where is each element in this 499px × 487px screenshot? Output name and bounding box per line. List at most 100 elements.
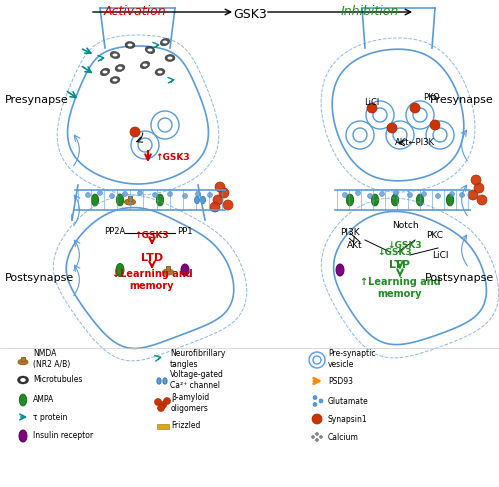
Circle shape	[313, 395, 317, 399]
Ellipse shape	[391, 194, 399, 206]
Text: NMDA
(NR2 A/B): NMDA (NR2 A/B)	[33, 349, 70, 369]
Text: ↓GSK3: ↓GSK3	[378, 248, 412, 257]
Circle shape	[367, 193, 372, 199]
Circle shape	[208, 192, 213, 198]
Ellipse shape	[371, 194, 379, 206]
Circle shape	[213, 195, 223, 205]
Circle shape	[387, 123, 397, 133]
Circle shape	[410, 103, 420, 113]
Circle shape	[355, 190, 360, 195]
Text: LTP: LTP	[390, 260, 411, 270]
Ellipse shape	[346, 194, 354, 206]
Circle shape	[223, 200, 233, 210]
Text: PI3K: PI3K	[340, 228, 360, 237]
Ellipse shape	[163, 269, 174, 275]
Ellipse shape	[160, 38, 170, 46]
Bar	[21, 356, 24, 361]
Text: ↑GSK3: ↑GSK3	[155, 152, 190, 162]
Text: AKt←PI3K: AKt←PI3K	[395, 138, 435, 147]
Circle shape	[436, 193, 441, 199]
Text: Glutamate: Glutamate	[328, 396, 369, 406]
Bar	[166, 266, 170, 271]
Text: Neurofibrillary
tangles: Neurofibrillary tangles	[170, 349, 226, 369]
Circle shape	[122, 191, 128, 196]
Circle shape	[153, 192, 158, 198]
Circle shape	[422, 191, 427, 196]
Polygon shape	[67, 46, 209, 184]
Circle shape	[471, 175, 481, 185]
Ellipse shape	[156, 194, 164, 206]
Ellipse shape	[155, 68, 165, 76]
Text: Inhibition: Inhibition	[341, 5, 399, 18]
Text: LiCl: LiCl	[432, 251, 448, 260]
Circle shape	[315, 438, 318, 442]
Circle shape	[311, 435, 314, 438]
Circle shape	[196, 191, 201, 196]
Circle shape	[97, 190, 102, 195]
Ellipse shape	[168, 56, 173, 59]
Circle shape	[168, 191, 173, 196]
Text: β-amyloid
oligomers: β-amyloid oligomers	[171, 393, 209, 412]
Ellipse shape	[157, 378, 161, 384]
Polygon shape	[66, 207, 234, 348]
Text: PKO: PKO	[424, 93, 441, 102]
Circle shape	[219, 188, 229, 198]
Ellipse shape	[110, 51, 120, 59]
Ellipse shape	[115, 64, 125, 72]
Ellipse shape	[18, 359, 28, 365]
Text: Microtubules: Microtubules	[33, 375, 82, 385]
Ellipse shape	[102, 71, 107, 74]
Text: PP1: PP1	[177, 227, 193, 237]
Text: ↓Learning and
memory: ↓Learning and memory	[112, 269, 193, 291]
Text: Pre-synaptic
vesicle: Pre-synaptic vesicle	[328, 349, 376, 369]
Circle shape	[450, 191, 455, 196]
Circle shape	[319, 435, 322, 438]
Circle shape	[408, 192, 413, 198]
Text: AKt: AKt	[347, 241, 363, 250]
Text: Presynapse: Presynapse	[430, 95, 494, 105]
Text: GSK3: GSK3	[233, 8, 267, 21]
Text: PP2A: PP2A	[104, 227, 126, 237]
Circle shape	[460, 192, 465, 198]
Circle shape	[85, 192, 90, 198]
Ellipse shape	[91, 194, 99, 206]
Text: Presynapse: Presynapse	[5, 95, 69, 105]
Text: PKC: PKC	[427, 231, 444, 240]
Ellipse shape	[201, 196, 206, 204]
Polygon shape	[334, 211, 487, 345]
Text: Notch: Notch	[392, 221, 418, 230]
Ellipse shape	[20, 378, 26, 382]
Text: Activation: Activation	[104, 5, 166, 18]
Ellipse shape	[165, 54, 175, 62]
Circle shape	[394, 190, 399, 195]
Ellipse shape	[17, 376, 28, 384]
Ellipse shape	[112, 78, 117, 81]
Ellipse shape	[148, 49, 153, 52]
Ellipse shape	[19, 430, 27, 442]
Text: ↓GSK3: ↓GSK3	[388, 241, 422, 250]
Text: Calcium: Calcium	[328, 432, 359, 442]
Ellipse shape	[447, 194, 454, 206]
Ellipse shape	[116, 194, 124, 206]
Circle shape	[138, 190, 143, 195]
Text: Postsynapse: Postsynapse	[425, 273, 494, 283]
Circle shape	[430, 120, 440, 130]
Ellipse shape	[158, 71, 163, 74]
Text: LiCl: LiCl	[364, 98, 380, 107]
Circle shape	[315, 432, 318, 435]
Circle shape	[313, 402, 317, 407]
Ellipse shape	[128, 43, 133, 46]
Ellipse shape	[416, 194, 424, 206]
Ellipse shape	[336, 264, 344, 276]
Ellipse shape	[195, 196, 200, 204]
Text: Synapsin1: Synapsin1	[328, 414, 368, 424]
Circle shape	[319, 399, 323, 403]
Ellipse shape	[181, 264, 189, 276]
Ellipse shape	[19, 394, 26, 406]
Circle shape	[474, 183, 484, 193]
Text: Frizzled: Frizzled	[171, 420, 201, 430]
Ellipse shape	[124, 199, 136, 205]
Text: ↑Learning and
memory: ↑Learning and memory	[360, 277, 441, 299]
Circle shape	[380, 191, 385, 196]
Circle shape	[210, 202, 220, 212]
